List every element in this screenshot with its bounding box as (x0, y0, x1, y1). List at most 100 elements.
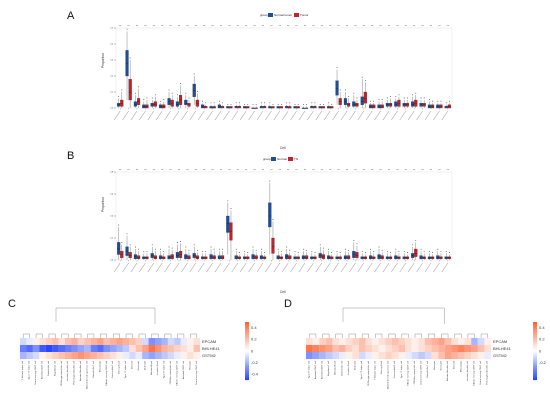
heatmap-cell (398, 338, 406, 346)
heatmap-col-label: Neutrophil (354, 360, 357, 370)
outlier-point (272, 219, 274, 220)
x-tick-label (424, 110, 432, 121)
boxplot-a-boxes: 0.0 0.1 0.2 0.3 0.4 0.5 ns ns ns ns ns ns ns ns ns ns ns… (110, 25, 453, 121)
heatmap-col-label: Immature dendritic cell (466, 360, 469, 381)
heatmap-col-label: Immature B cell (347, 360, 350, 374)
heatmap-col-label: Activated dendritic cell (79, 360, 82, 380)
dendrogram-branch (361, 333, 369, 338)
x-tick-label (155, 262, 163, 273)
significance-mark: ns (346, 25, 348, 27)
significance-mark: ns (195, 169, 197, 171)
significance-mark: ns (338, 25, 340, 27)
legend-a-label-normal: Normal tumor (274, 13, 292, 17)
outlier-point (289, 249, 291, 251)
dendrogram-branch (401, 333, 409, 338)
heatmap-cell (444, 338, 452, 346)
x-tick-label (441, 110, 449, 121)
x-tick-label (323, 110, 331, 121)
heatmap-cell (58, 338, 66, 346)
heatmap-cell (32, 352, 40, 360)
y-tick-label: 0.1 (110, 92, 114, 94)
box-b (394, 255, 398, 260)
x-tick-label (231, 262, 239, 273)
heatmap-cell (352, 352, 359, 360)
colorbar-segment (533, 360, 537, 363)
colorbar-segment (245, 358, 249, 361)
outlier-point (138, 248, 140, 250)
outlier-point (331, 103, 333, 105)
heatmap-cell (457, 338, 465, 346)
outlier-point (260, 248, 262, 250)
box-b (117, 242, 121, 255)
heatmap-col-label: Regulatory T cell (53, 360, 56, 375)
outlier-point (176, 242, 178, 244)
x-tick-label (181, 262, 188, 273)
heatmap-col-label: Activated dendritic cell (446, 360, 449, 380)
dendrogram-branch (138, 333, 146, 338)
heatmap-cell (431, 345, 439, 353)
heatmap-cell (20, 345, 27, 353)
panel-letter-b: B (67, 150, 75, 162)
heatmap-cell (484, 338, 492, 346)
heatmap-panel-c: EPCAM BHLHE41 GSTM2 T follicular helper cel… (20, 307, 259, 389)
outlier-point (361, 250, 363, 252)
heatmap-col-label: Activated CD8 T cell (321, 360, 324, 379)
x-tick-label (349, 110, 356, 121)
plot-area (115, 27, 453, 109)
outlier-point (160, 100, 162, 102)
heatmap-cell (71, 352, 78, 360)
heatmap-cell (84, 345, 91, 353)
dendrogram-branch (151, 333, 159, 338)
significance-mark: ns (178, 169, 180, 171)
significance-mark: ns (237, 169, 239, 171)
box-r (137, 255, 141, 260)
outlier-point (227, 200, 229, 202)
significance-mark: ns (447, 169, 449, 171)
outlier-point (381, 249, 383, 251)
box-r (212, 255, 216, 260)
significance-mark: ns (161, 169, 163, 171)
colorbar-tick-label: -0.2 (539, 360, 547, 365)
box-b (318, 106, 322, 109)
outlier-point (339, 89, 341, 91)
box-b (159, 255, 163, 260)
heatmap-cell (372, 338, 379, 346)
colorbar-segment (533, 337, 537, 340)
outlier-point (252, 246, 254, 248)
heatmap-col-label: Neutrophil (143, 360, 146, 370)
heatmap-cell (385, 338, 392, 346)
outlier-point (213, 102, 215, 104)
y-tick-label: 0.5 (110, 28, 114, 30)
outlier-point (423, 250, 425, 252)
outlier-point (210, 102, 212, 104)
significance-mark: ns (321, 25, 323, 27)
panel-a-xlabel: Cell (280, 146, 286, 150)
x-tick-label (189, 262, 197, 273)
outlier-point (227, 103, 229, 105)
outlier-point (390, 252, 392, 253)
x-tick-label (239, 110, 247, 121)
box-b (226, 106, 230, 109)
heatmap-cell (358, 352, 366, 360)
heatmap-cell (405, 345, 412, 353)
dendrogram-branch (309, 333, 317, 338)
outlier-point (188, 97, 190, 99)
outlier-point (205, 102, 207, 104)
heatmap-cell (411, 338, 419, 346)
heatmap-cell (116, 352, 123, 360)
colorbar-segment (245, 370, 249, 373)
x-tick-label (416, 110, 423, 121)
x-tick-label (239, 262, 247, 273)
dendrogram-branch (414, 333, 422, 338)
box-r (288, 255, 292, 260)
colorbar-segment (533, 370, 537, 373)
outlier-point (260, 102, 262, 104)
heatmap-col-label: Macrophage (99, 360, 101, 372)
colorbar-segment (533, 351, 537, 354)
significance-mark: ns (237, 25, 239, 27)
outlier-point (180, 241, 182, 242)
heatmap-col-label: Myeloid derived suppressor cell (87, 360, 89, 389)
outlier-point (311, 250, 313, 252)
outlier-point (386, 97, 388, 99)
heatmap-cell (65, 345, 72, 353)
